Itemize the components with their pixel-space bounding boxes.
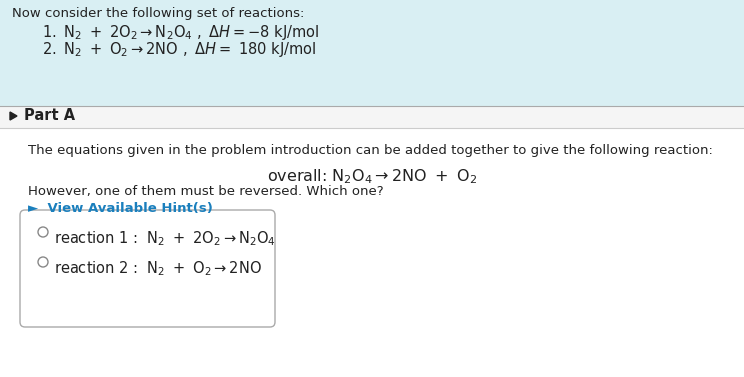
Text: Now consider the following set of reactions:: Now consider the following set of reacti… [12,7,304,20]
Text: The equations given in the problem introduction can be added together to give th: The equations given in the problem intro… [28,144,713,157]
Text: ►  View Available Hint(s): ► View Available Hint(s) [28,202,213,215]
Bar [0,106,744,128]
Circle shape [38,257,48,267]
Polygon shape [10,112,17,120]
Text: reaction 2 :  $\mathrm{N_2\ +\ O_2{\rightarrow}2NO}$: reaction 2 : $\mathrm{N_2\ +\ O_2{\right… [54,259,262,278]
Text: $1.\ \mathrm{N_2\ +\ 2O_2{\rightarrow}N_2O_4}$$\ ,\ \Delta H{=}{-8}\ \mathrm{kJ/: $1.\ \mathrm{N_2\ +\ 2O_2{\rightarrow}N_… [42,23,320,42]
FancyBboxPatch shape [20,210,275,327]
Text: reaction 1 :  $\mathrm{N_2\ +\ 2O_2{\rightarrow}N_2O_4}$: reaction 1 : $\mathrm{N_2\ +\ 2O_2{\righ… [54,229,276,248]
Bar [0,128,744,377]
Text: Part A: Part A [24,109,75,124]
Text: overall: $\mathrm{N_2O_4{\rightarrow}2NO\ +\ O_2}$: overall: $\mathrm{N_2O_4{\rightarrow}2NO… [267,167,477,186]
Text: However, one of them must be reversed. Which one?: However, one of them must be reversed. W… [28,185,384,198]
Bar [0,0,744,106]
Circle shape [38,227,48,237]
Text: $2.\ \mathrm{N_2\ +\ O_2{\rightarrow}2NO}$$\ ,\ \Delta H{=}\ 180\ \mathrm{kJ/mol: $2.\ \mathrm{N_2\ +\ O_2{\rightarrow}2NO… [42,40,316,59]
